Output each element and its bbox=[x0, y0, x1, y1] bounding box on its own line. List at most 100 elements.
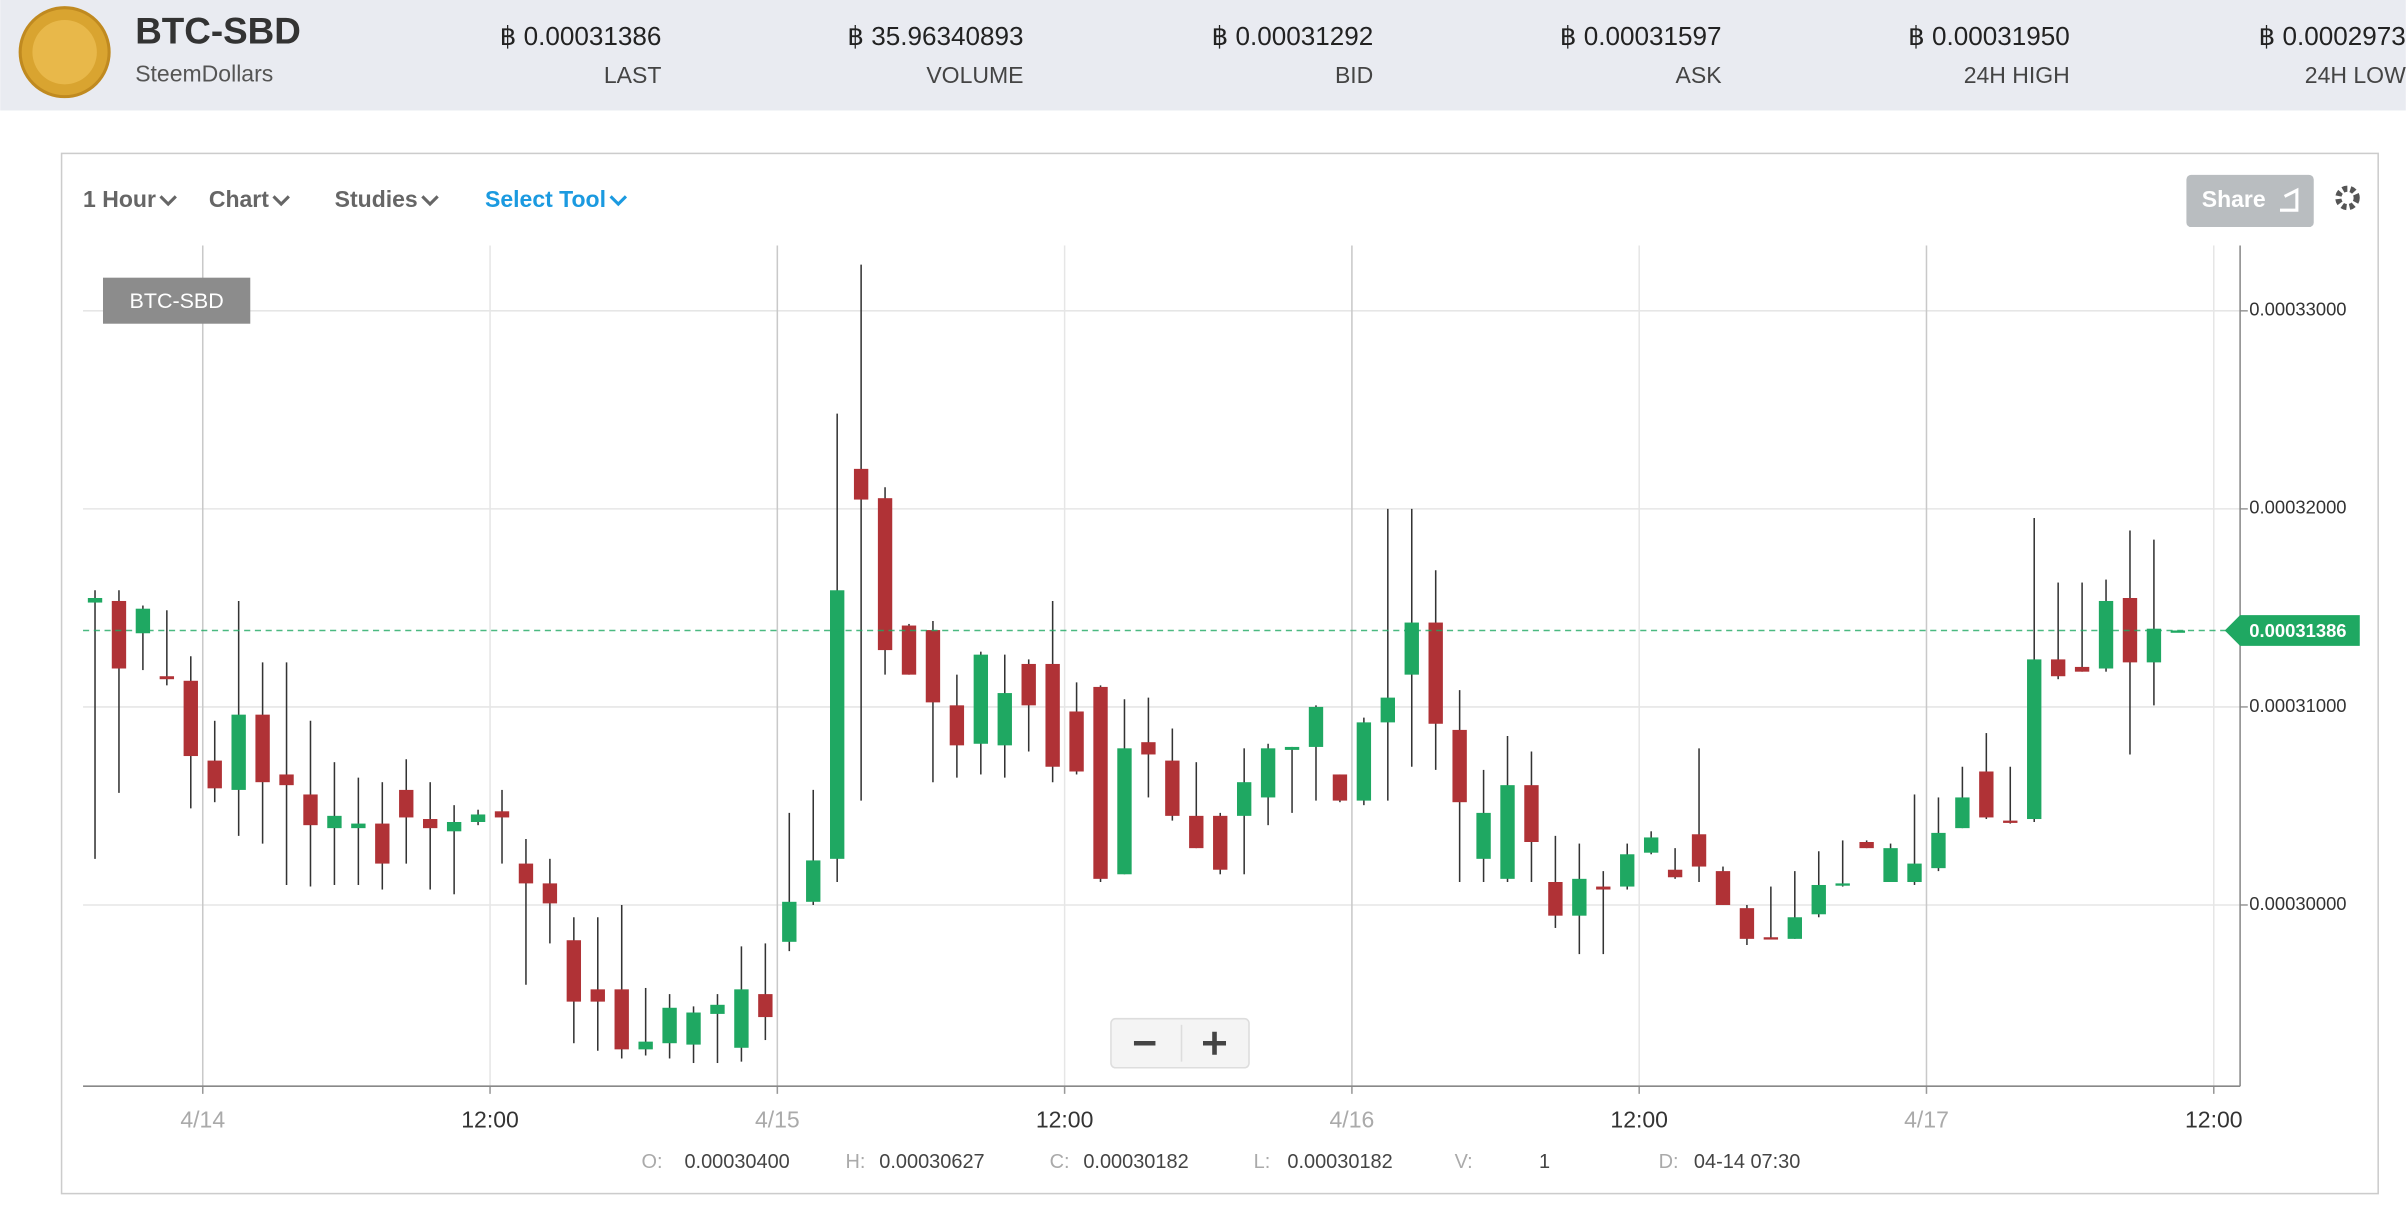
candle-body bbox=[255, 714, 270, 783]
candle-body bbox=[518, 863, 534, 884]
zoom-in[interactable] bbox=[1202, 1031, 1227, 1055]
series-label-box bbox=[102, 277, 251, 324]
candle-body bbox=[997, 693, 1012, 746]
candle-body bbox=[1165, 760, 1180, 816]
candle-body bbox=[207, 760, 222, 789]
candle-body bbox=[1428, 622, 1443, 724]
toolbar-item[interactable]: Chart bbox=[209, 186, 269, 212]
candle-body bbox=[1189, 815, 1204, 849]
x-tick-label: 4/16 bbox=[1330, 1107, 1375, 1133]
x-tick-label: 12:00 bbox=[1610, 1107, 1668, 1133]
stat-label: VOLUME bbox=[926, 62, 1023, 88]
candle-body bbox=[470, 814, 486, 822]
y-tick-label: 0.00032000 bbox=[2249, 497, 2346, 518]
candle-body bbox=[829, 590, 845, 859]
candle-body bbox=[303, 794, 318, 826]
candle-body bbox=[1596, 886, 1611, 890]
x-tick-label: 12:00 bbox=[2185, 1107, 2243, 1133]
candle-body bbox=[806, 860, 821, 902]
info-value: 04-14 07:30 bbox=[1694, 1151, 1800, 1173]
candle-body bbox=[901, 625, 917, 675]
candle-body bbox=[1356, 722, 1372, 801]
candle-body bbox=[1524, 785, 1539, 842]
candle-body bbox=[2027, 659, 2042, 820]
candle-body bbox=[1715, 871, 1731, 905]
stat-value: ฿ 0.00031597 bbox=[1560, 21, 1722, 51]
zoom-control bbox=[1110, 1017, 1250, 1069]
info-label: L: bbox=[1254, 1151, 1271, 1173]
candle-body bbox=[614, 989, 629, 1050]
info-value: 0.00030182 bbox=[1287, 1151, 1392, 1173]
y-tick-label: 0.00033000 bbox=[2249, 299, 2346, 320]
candle-body bbox=[758, 994, 773, 1018]
candle-body bbox=[1021, 663, 1036, 706]
candle-body bbox=[1620, 854, 1635, 887]
pair-title: BTC-SBD bbox=[135, 10, 301, 51]
candle-body bbox=[1979, 771, 1994, 818]
candle-body bbox=[686, 1012, 701, 1045]
candle-body bbox=[1907, 863, 1922, 883]
candle-body bbox=[949, 705, 965, 746]
candle-body bbox=[111, 600, 127, 669]
share-label[interactable]: Share bbox=[2202, 186, 2266, 212]
candle-body bbox=[1045, 663, 1060, 767]
candle-body bbox=[1308, 706, 1324, 747]
candle-body bbox=[446, 821, 462, 832]
candle-body bbox=[1284, 746, 1300, 750]
stat-label: ASK bbox=[1676, 62, 1723, 88]
x-tick-label: 12:00 bbox=[1036, 1107, 1094, 1133]
share-icon bbox=[2279, 187, 2299, 212]
candle-body bbox=[1955, 797, 1970, 829]
toolbar-item[interactable]: Studies bbox=[335, 186, 418, 212]
candle-body bbox=[1069, 711, 1084, 772]
stat-label: LAST bbox=[604, 62, 662, 88]
candle-body bbox=[1452, 729, 1467, 803]
candle-body bbox=[327, 815, 342, 829]
last-price-label: 0.00031386 bbox=[2249, 620, 2346, 641]
candle-body bbox=[2098, 600, 2114, 669]
candle-body bbox=[87, 598, 103, 603]
candle-body bbox=[1476, 812, 1491, 859]
candle-body bbox=[375, 823, 390, 864]
candle-body bbox=[1691, 834, 1707, 867]
candle-body bbox=[1643, 837, 1659, 853]
candle-body bbox=[542, 883, 558, 904]
info-label: H: bbox=[846, 1151, 866, 1173]
info-value: 0.00030400 bbox=[684, 1151, 789, 1173]
candle-body bbox=[734, 989, 749, 1048]
dropdown-chevron bbox=[159, 195, 177, 207]
candle-body bbox=[590, 989, 605, 1002]
info-value: 1 bbox=[1539, 1151, 1550, 1173]
plot-area: 0.00030000 0.00031000 0.00032000 0.00033000… bbox=[83, 245, 2360, 1133]
x-tick-label: 4/14 bbox=[180, 1107, 225, 1133]
candle-body bbox=[853, 468, 869, 500]
info-label: V: bbox=[1455, 1151, 1473, 1173]
ohlc-info: O: 0.00030400 H: 0.00030627 C: 0.00030182 L: 0.… bbox=[641, 1151, 1800, 1173]
header-bar bbox=[0, 0, 2406, 111]
candle-body bbox=[2122, 598, 2138, 663]
candle-body bbox=[423, 819, 438, 829]
candle-body bbox=[1667, 869, 1683, 878]
x-tick-label: 4/15 bbox=[755, 1107, 800, 1133]
toolbar-item[interactable]: 1 Hour bbox=[83, 186, 156, 212]
stat-value: ฿ 35.96340893 bbox=[847, 21, 1023, 51]
settings-icon[interactable] bbox=[2335, 185, 2360, 211]
info-label: D: bbox=[1659, 1151, 1679, 1173]
candle-body bbox=[1500, 785, 1515, 879]
pair-name: SteemDollars bbox=[135, 60, 273, 86]
toolbar-item[interactable]: Select Tool bbox=[485, 186, 606, 212]
candle-body bbox=[1093, 686, 1108, 879]
candle-body bbox=[925, 630, 941, 703]
stat-value: ฿ 0.00031386 bbox=[500, 21, 662, 51]
stat-value: ฿ 0.00031950 bbox=[1908, 21, 2070, 51]
candle-body bbox=[2170, 630, 2186, 633]
candle-body bbox=[1117, 748, 1132, 875]
info-label: O: bbox=[641, 1151, 662, 1173]
info-label: C: bbox=[1050, 1151, 1070, 1173]
stat-label: 24H HIGH bbox=[1964, 62, 2070, 88]
dropdown-chevron bbox=[421, 195, 439, 207]
candle-body bbox=[782, 901, 797, 942]
share-button[interactable] bbox=[2186, 174, 2314, 228]
candle-body bbox=[710, 1004, 725, 1014]
